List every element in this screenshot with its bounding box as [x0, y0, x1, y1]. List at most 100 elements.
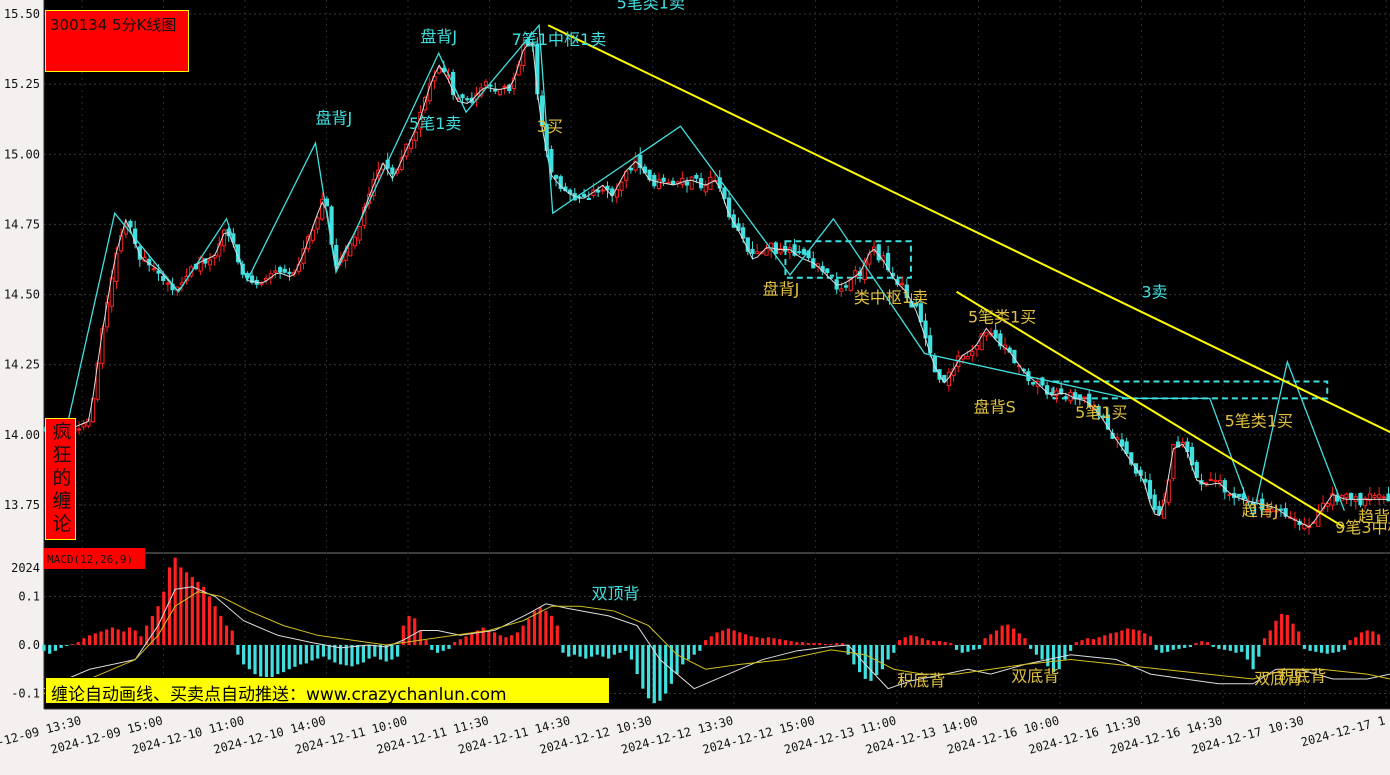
candle-body: [843, 285, 849, 288]
candle-body: [998, 333, 1003, 347]
macd-bar: [1365, 630, 1369, 645]
macd-bar: [561, 645, 565, 653]
macd-bar: [264, 645, 269, 678]
macd-signal-label: 积底背: [1278, 666, 1326, 685]
macd-bar: [219, 615, 223, 645]
macd-bar: [344, 645, 348, 666]
macd-bar: [1331, 645, 1335, 653]
price-tick-label: 14.00: [4, 428, 40, 442]
candle-body: [582, 193, 587, 197]
macd-bar: [1103, 635, 1107, 645]
signal-label: 类中枢1卖: [854, 288, 928, 307]
macd-bar: [1086, 638, 1090, 645]
macd-tick-label: 0.0: [18, 638, 40, 652]
macd-bar: [1268, 630, 1272, 645]
candle-body: [801, 248, 807, 255]
macd-bar: [424, 640, 428, 645]
macd-bar: [721, 630, 725, 645]
macd-bar: [994, 630, 999, 645]
macd-bar: [903, 637, 907, 645]
candle-body: [1040, 377, 1045, 386]
candle-body: [1054, 390, 1059, 397]
side-label-box: [45, 418, 76, 540]
candle-body: [1204, 482, 1209, 485]
macd-bar: [350, 645, 354, 667]
macd-bar: [65, 645, 69, 646]
candle-body: [984, 332, 989, 337]
macd-bar: [527, 618, 531, 645]
candle-body: [1349, 492, 1354, 500]
candle-body: [1049, 391, 1054, 395]
macd-bar: [686, 645, 691, 660]
macd-label-box: [44, 548, 145, 569]
macd-bar: [1114, 632, 1118, 645]
trend-line: [956, 290, 1345, 529]
candle-body: [722, 187, 727, 199]
promo-text[interactable]: 缠论自动画线、买卖点自动推送：www.crazychanlun.com: [51, 685, 507, 705]
macd-bar: [1308, 645, 1312, 651]
macd-bar: [1245, 645, 1250, 660]
chart-title: 300134 5分K线图: [50, 16, 177, 34]
macd-bar: [1097, 637, 1101, 645]
macd-bar: [869, 645, 873, 681]
signal-label: 趋背X: [1358, 507, 1390, 526]
candle-body: [619, 181, 624, 191]
candle-body: [703, 184, 708, 193]
macd-bar: [1228, 645, 1232, 651]
macd-bar: [1302, 645, 1307, 649]
macd-bar: [316, 645, 320, 659]
candle-body: [848, 278, 853, 291]
macd-bar: [213, 606, 217, 645]
macd-bar: [304, 645, 308, 664]
candle-body: [465, 98, 470, 101]
macd-bar: [338, 645, 343, 665]
macd-bar: [48, 645, 52, 654]
candle-body: [1096, 405, 1101, 416]
signal-label: 3卖: [1141, 282, 1167, 301]
macd-bar: [247, 645, 251, 670]
macd-bar: [840, 643, 845, 645]
candle-body: [1045, 385, 1050, 395]
signal-label: 盘背J: [420, 27, 457, 46]
macd-bar: [498, 635, 502, 645]
macd-bar: [818, 643, 822, 645]
macd-bar: [800, 642, 805, 645]
macd-signal-label: 双底背: [1011, 666, 1059, 685]
macd-histogram: [42, 557, 1381, 704]
macd-bar: [127, 627, 132, 645]
macd-bar: [863, 645, 867, 679]
macd-bar: [1029, 645, 1033, 649]
candle-body: [862, 260, 867, 281]
candle-body: [413, 131, 418, 142]
signal-label: 5笔类1买: [1225, 411, 1293, 430]
signal-label: 盘背S: [974, 397, 1016, 416]
macd-label: MACD(12,26,9): [47, 553, 133, 566]
macd-bar: [567, 645, 571, 657]
candle-body: [965, 355, 970, 360]
candle-body: [1208, 479, 1213, 482]
macd-bar: [578, 645, 582, 657]
candle-body: [1063, 396, 1068, 399]
macd-bar: [812, 643, 816, 645]
candle-body: [1166, 479, 1171, 503]
candle-body: [161, 276, 166, 282]
trend-lines: [547, 24, 1390, 529]
macd-dea-line: [43, 591, 1390, 694]
macd-tick-label: -0.1: [11, 687, 40, 701]
candle-body: [1124, 441, 1129, 455]
macd-bar: [937, 641, 942, 645]
candle-body: [1073, 392, 1078, 398]
candle-body: [306, 236, 311, 250]
macd-bar: [926, 640, 930, 645]
candle-body: [745, 237, 750, 252]
macd-bar: [139, 636, 143, 645]
signal-label: 5笔1卖: [409, 114, 461, 133]
macd-bar: [1337, 645, 1341, 652]
candle-body: [460, 94, 465, 99]
candle-body: [1344, 493, 1349, 499]
candle-body: [1171, 444, 1176, 479]
macd-bar: [1359, 632, 1364, 645]
candle-body: [1264, 509, 1270, 512]
macd-bar: [122, 631, 126, 645]
candle-body: [488, 84, 493, 87]
